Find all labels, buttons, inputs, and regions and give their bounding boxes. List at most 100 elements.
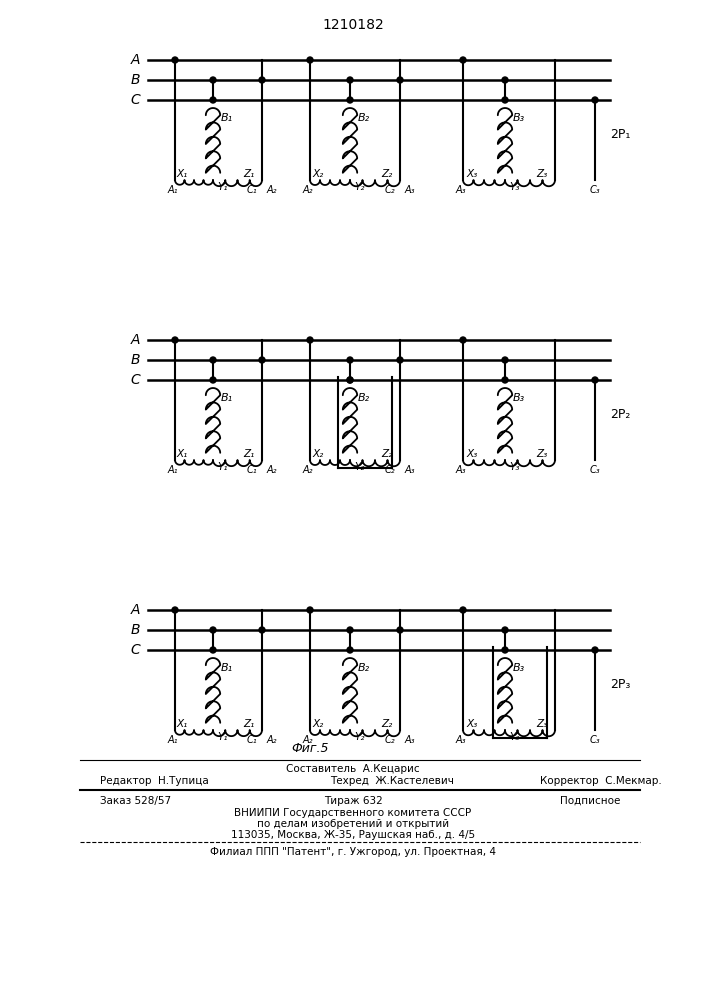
Text: C₂: C₂ <box>385 465 395 475</box>
Text: Z₁: Z₁ <box>243 719 255 729</box>
Text: Y₃: Y₃ <box>509 462 520 472</box>
Circle shape <box>347 647 353 653</box>
Text: Z₂: Z₂ <box>381 169 392 179</box>
Text: A₃: A₃ <box>456 465 466 475</box>
Text: 1210182: 1210182 <box>322 18 384 32</box>
Text: A₂: A₂ <box>303 465 313 475</box>
Text: A₂: A₂ <box>267 185 278 195</box>
Text: Корректор  С.Мекмар.: Корректор С.Мекмар. <box>540 776 662 786</box>
Circle shape <box>397 357 403 363</box>
Text: Y₂: Y₂ <box>354 462 365 472</box>
Text: Y₁: Y₁ <box>217 182 228 192</box>
Text: B₃: B₃ <box>513 663 525 673</box>
Text: C₂: C₂ <box>385 735 395 745</box>
Circle shape <box>592 97 598 103</box>
Text: B₁: B₁ <box>221 113 233 123</box>
Circle shape <box>347 97 353 103</box>
Text: C₃: C₃ <box>590 735 600 745</box>
Text: A₃: A₃ <box>405 735 416 745</box>
Text: A₁: A₁ <box>168 185 178 195</box>
Circle shape <box>259 357 265 363</box>
Text: Тираж 632: Тираж 632 <box>324 796 382 806</box>
Text: Z₁: Z₁ <box>243 169 255 179</box>
Text: C₁: C₁ <box>246 735 257 745</box>
Text: Составитель  А.Кецарис: Составитель А.Кецарис <box>286 764 420 774</box>
Text: A₃: A₃ <box>456 735 466 745</box>
Text: C: C <box>130 643 140 657</box>
Text: X₂: X₂ <box>312 449 324 459</box>
Circle shape <box>172 57 178 63</box>
Text: C: C <box>130 93 140 107</box>
Text: A: A <box>131 53 140 67</box>
Text: C₃: C₃ <box>590 185 600 195</box>
Circle shape <box>502 97 508 103</box>
Text: A₃: A₃ <box>405 465 416 475</box>
Text: Фиг.5: Фиг.5 <box>291 742 329 755</box>
Text: B: B <box>131 623 140 637</box>
Text: Филиал ППП "Патент", г. Ужгород, ул. Проектная, 4: Филиал ППП "Патент", г. Ужгород, ул. Про… <box>210 847 496 857</box>
Circle shape <box>502 647 508 653</box>
Text: B₃: B₃ <box>513 113 525 123</box>
Text: A₁: A₁ <box>168 465 178 475</box>
Circle shape <box>307 337 313 343</box>
Text: B₁: B₁ <box>221 663 233 673</box>
Text: A: A <box>131 603 140 617</box>
Text: B₁: B₁ <box>221 393 233 403</box>
Text: X₃: X₃ <box>467 719 478 729</box>
Text: Y₃: Y₃ <box>509 732 520 742</box>
Circle shape <box>397 627 403 633</box>
Circle shape <box>210 647 216 653</box>
Text: по делам изобретений и открытий: по делам изобретений и открытий <box>257 819 449 829</box>
Text: A₁: A₁ <box>168 735 178 745</box>
Circle shape <box>307 57 313 63</box>
Text: Подписное: Подписное <box>560 796 620 806</box>
Circle shape <box>259 77 265 83</box>
Text: X₁: X₁ <box>177 719 188 729</box>
Text: A₂: A₂ <box>267 465 278 475</box>
Text: Заказ 528/57: Заказ 528/57 <box>100 796 171 806</box>
Text: B₃: B₃ <box>513 393 525 403</box>
Text: Z₃: Z₃ <box>536 169 547 179</box>
Text: Z₃: Z₃ <box>536 719 547 729</box>
Circle shape <box>210 97 216 103</box>
Circle shape <box>210 77 216 83</box>
Text: X₁: X₁ <box>177 449 188 459</box>
Circle shape <box>210 357 216 363</box>
Text: X₂: X₂ <box>312 719 324 729</box>
Circle shape <box>592 647 598 653</box>
Circle shape <box>210 627 216 633</box>
Circle shape <box>347 627 353 633</box>
Text: Y₂: Y₂ <box>354 732 365 742</box>
Text: Z₃: Z₃ <box>536 449 547 459</box>
Text: B₂: B₂ <box>358 663 370 673</box>
Text: Y₂: Y₂ <box>354 182 365 192</box>
Text: B: B <box>131 73 140 87</box>
Circle shape <box>460 607 466 613</box>
Text: C₁: C₁ <box>246 465 257 475</box>
Circle shape <box>259 627 265 633</box>
Text: B: B <box>131 353 140 367</box>
Text: 113035, Москва, Ж-35, Раушская наб., д. 4/5: 113035, Москва, Ж-35, Раушская наб., д. … <box>231 830 475 840</box>
Circle shape <box>502 377 508 383</box>
Text: C: C <box>130 373 140 387</box>
Text: X₁: X₁ <box>177 169 188 179</box>
Circle shape <box>592 377 598 383</box>
Text: 2P₂: 2P₂ <box>610 408 631 422</box>
Circle shape <box>210 377 216 383</box>
Text: A₂: A₂ <box>303 185 313 195</box>
Circle shape <box>307 607 313 613</box>
Text: Z₂: Z₂ <box>381 719 392 729</box>
Text: C₂: C₂ <box>385 185 395 195</box>
Text: Z₁: Z₁ <box>243 449 255 459</box>
Text: C₁: C₁ <box>246 185 257 195</box>
Circle shape <box>172 607 178 613</box>
Text: 2P₁: 2P₁ <box>610 128 631 141</box>
Text: Y₁: Y₁ <box>217 462 228 472</box>
Text: 2P₃: 2P₃ <box>610 678 631 692</box>
Circle shape <box>502 627 508 633</box>
Text: A₂: A₂ <box>303 735 313 745</box>
Circle shape <box>347 357 353 363</box>
Circle shape <box>502 357 508 363</box>
Circle shape <box>460 57 466 63</box>
Text: X₂: X₂ <box>312 169 324 179</box>
